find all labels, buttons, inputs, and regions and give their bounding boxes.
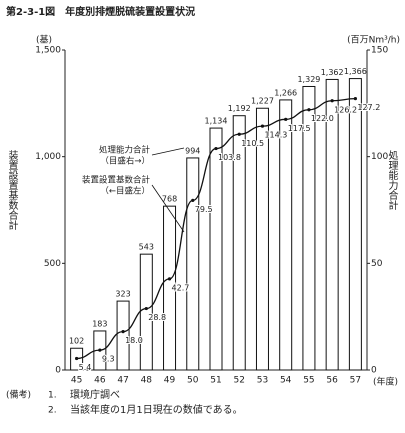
bar <box>186 157 200 371</box>
bar-value-label: 323 <box>115 290 130 299</box>
bar-value-label: 1,362 <box>321 68 344 77</box>
line-value-label: 9.3 <box>102 355 115 364</box>
chart-title: 第2-3-1図 年度別排煙脱硫装置設置状況 <box>6 5 195 18</box>
line-value-label: 126.2 <box>334 105 357 114</box>
line-value-label: 5.4 <box>79 363 92 372</box>
x-tick-label: 49 <box>164 376 176 386</box>
x-tick-label: 54 <box>280 376 292 386</box>
bar-value-label: 1,266 <box>274 88 297 97</box>
line-point <box>144 306 148 311</box>
line-point <box>167 277 172 281</box>
line-value-label: 18.0 <box>125 336 143 345</box>
x-tick-label: 57 <box>350 376 361 386</box>
x-tick-label: 55 <box>303 376 314 386</box>
bar-value-label: 994 <box>185 146 200 155</box>
y-tick-label: 1,000 <box>35 152 61 162</box>
line-point <box>260 124 265 128</box>
y-tick-label: 500 <box>44 259 61 269</box>
y2-unit: (百万Nm³/h) <box>347 35 400 46</box>
bar <box>116 300 130 371</box>
y2-axis-title: 処理能力合計 <box>386 149 398 211</box>
bar-value-label: 1,192 <box>228 104 251 113</box>
note-text: 環境庁調べ <box>70 388 120 401</box>
x-tick-label: 45 <box>71 376 82 386</box>
bar <box>255 107 269 371</box>
bar-value-label: 1,134 <box>205 117 228 126</box>
line-point <box>284 117 288 121</box>
line-value-label: 103.8 <box>218 153 241 162</box>
y2-tick-label: 100 <box>371 152 388 162</box>
bar <box>209 127 223 371</box>
annotation: 装置設置基数合計 <box>82 175 151 186</box>
x-tick-label: 46 <box>94 376 106 386</box>
line-point <box>353 97 357 101</box>
line-value-label: 110.5 <box>241 139 264 148</box>
line-value-label: 127.2 <box>357 103 380 112</box>
y2-tick-label: 150 <box>371 46 388 56</box>
annotation: （目盛右→） <box>100 156 150 167</box>
x-tick-label: 50 <box>187 376 199 386</box>
bar-value-label: 1,329 <box>297 75 320 84</box>
line-value-label: 28.8 <box>148 313 166 322</box>
bar <box>348 78 362 371</box>
y-axis-title: 装置設置基数合計 <box>6 149 18 231</box>
y-tick-label: 0 <box>55 366 61 376</box>
y2-tick-label: 0 <box>371 366 377 376</box>
x-tick-label: 53 <box>257 376 268 386</box>
line-point <box>214 146 218 151</box>
bar-value-label: 1,366 <box>344 67 367 76</box>
note-text: 当該年度の1月1日現在の数値である。 <box>70 403 243 416</box>
annotation: （←目盛左） <box>100 186 150 197</box>
bar-value-label: 768 <box>162 195 177 204</box>
bar <box>163 205 177 371</box>
x-unit: (年度) <box>373 376 398 388</box>
x-tick-label: 48 <box>141 376 153 386</box>
x-tick-label: 56 <box>326 376 338 386</box>
annotation-leader <box>151 147 185 156</box>
bar <box>302 85 316 371</box>
line-point <box>121 330 125 334</box>
line-point <box>307 108 311 112</box>
line-value-label: 122.0 <box>311 114 334 123</box>
note-number: 1. <box>48 391 57 401</box>
line-value-label: 114.3 <box>264 131 287 140</box>
line-value-label: 42.7 <box>172 283 190 292</box>
bar-value-label: 102 <box>69 337 84 346</box>
annotation: 処理能力合計 <box>99 145 151 156</box>
bar <box>232 115 246 371</box>
line-value-label: 79.5 <box>195 205 213 214</box>
x-tick-label: 51 <box>210 376 221 386</box>
bar-value-label: 543 <box>139 243 154 252</box>
bar <box>325 78 339 371</box>
line-point <box>98 348 102 352</box>
x-tick-label: 52 <box>234 376 245 386</box>
annotation-leader <box>151 184 185 233</box>
line-point <box>330 99 334 103</box>
line-value-label: 117.5 <box>288 124 311 133</box>
line-point <box>191 198 195 202</box>
bar-value-label: 1,227 <box>251 97 274 106</box>
line-point <box>237 132 241 136</box>
bar-value-label: 183 <box>92 319 107 328</box>
bar <box>279 99 293 371</box>
x-tick-label: 47 <box>117 376 128 386</box>
y2-tick-label: 50 <box>371 259 383 269</box>
line-point <box>75 356 79 361</box>
note-number: 2. <box>48 406 57 416</box>
notes-label: (備考) <box>6 389 31 401</box>
y-tick-label: 1,500 <box>35 46 61 56</box>
y-unit: (基) <box>36 34 52 46</box>
